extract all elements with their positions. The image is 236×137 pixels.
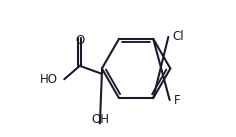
Text: F: F [174,94,180,107]
Text: HO: HO [40,73,58,86]
Text: O: O [76,34,85,47]
Text: Cl: Cl [172,30,184,43]
Text: OH: OH [91,113,109,126]
